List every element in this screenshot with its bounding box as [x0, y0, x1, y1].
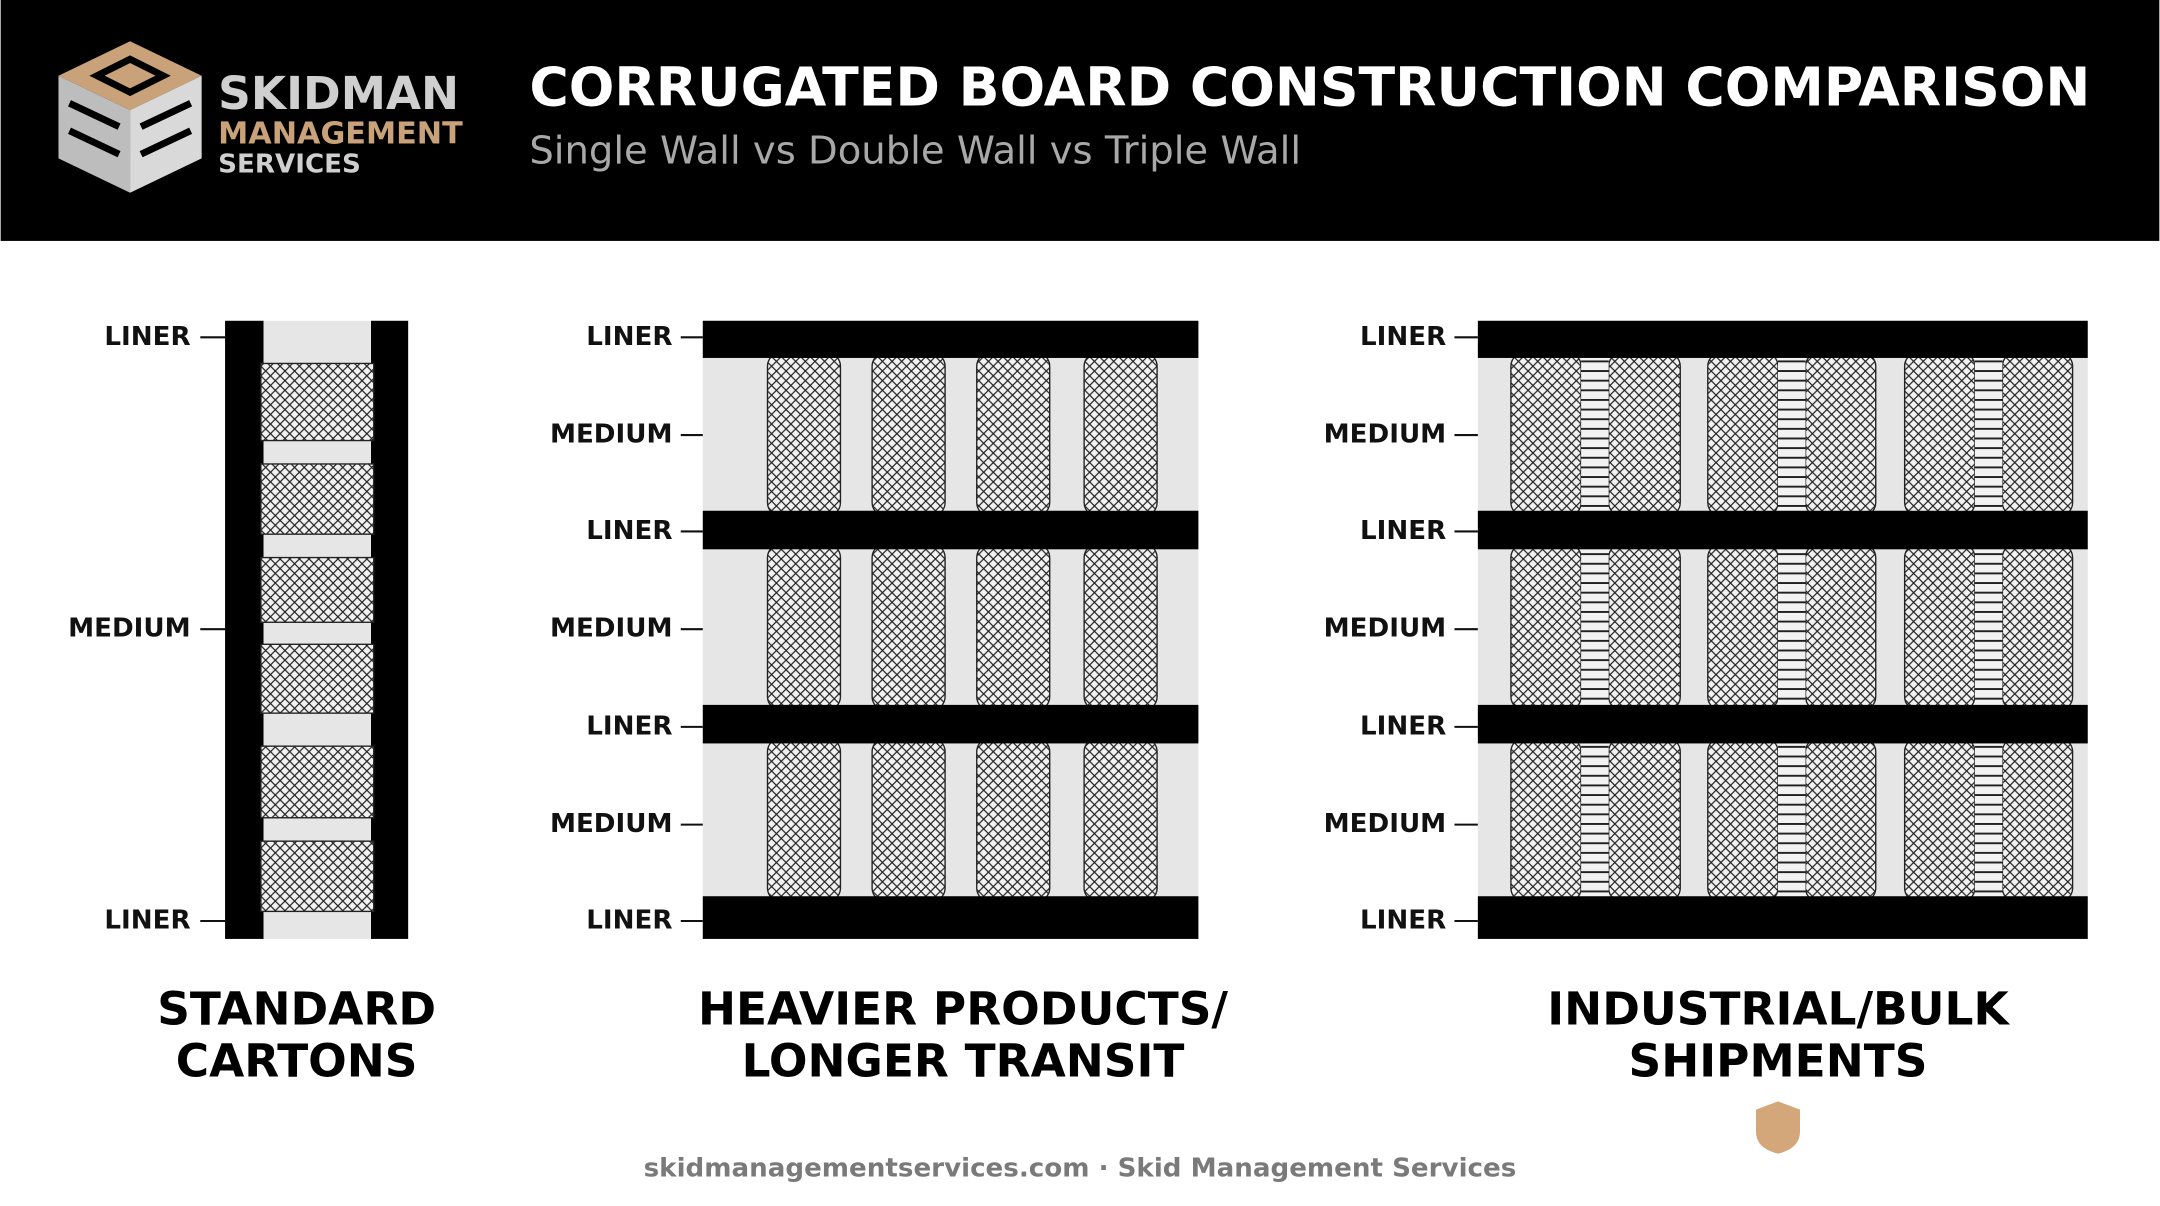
layer-label: LINER [104, 906, 190, 936]
flute [2001, 737, 2074, 903]
layer-label: MEDIUM [550, 420, 673, 450]
flute-ladder [1974, 357, 2003, 511]
layer-label: MEDIUM [68, 614, 191, 644]
flute [1804, 543, 1877, 712]
layer-label: LINER [586, 906, 672, 936]
liner [702, 896, 1199, 939]
flute [1607, 543, 1681, 712]
flute [976, 737, 1051, 903]
flute [260, 556, 375, 623]
layer-label: LINER [586, 711, 672, 741]
flute [976, 543, 1051, 712]
flute [2001, 351, 2074, 517]
caption: HEAVIER PRODUCTS/ [698, 982, 1228, 1035]
flute [260, 840, 375, 913]
layer-label: LINER [586, 516, 672, 546]
flute [260, 643, 375, 714]
logo-mark [58, 41, 202, 193]
flute-ladder [1974, 743, 2003, 897]
flute [1903, 543, 1976, 712]
flute [1510, 351, 1582, 517]
flute [1707, 543, 1779, 712]
header-bar [0, 0, 2160, 241]
flute [1804, 351, 1877, 517]
flute [766, 737, 842, 903]
caption: LONGER TRANSIT [742, 1035, 1185, 1088]
layer-label: MEDIUM [1324, 420, 1447, 450]
liner [1477, 510, 2088, 550]
flute [260, 745, 375, 819]
flute-ladder [1777, 743, 1806, 897]
layer-label: LINER [1360, 906, 1446, 936]
flute [1083, 543, 1158, 712]
flute [1510, 737, 1582, 903]
subtitle: Single Wall vs Double Wall vs Triple Wal… [529, 128, 1301, 173]
flute [976, 351, 1051, 517]
layer-label: LINER [104, 322, 190, 352]
title: CORRUGATED BOARD CONSTRUCTION COMPARISON [529, 56, 2090, 119]
layer-label: LINER [1360, 516, 1446, 546]
flute [1903, 737, 1976, 903]
liner [1477, 704, 2088, 744]
caption: CARTONS [176, 1035, 418, 1088]
flute [871, 737, 946, 903]
flute [871, 351, 946, 517]
flute-ladder [1581, 549, 1609, 705]
flute-ladder [1974, 549, 2003, 705]
flute [871, 543, 946, 712]
layer-label: MEDIUM [1324, 614, 1447, 644]
layer-label: MEDIUM [550, 614, 673, 644]
caption: STANDARD [157, 982, 436, 1035]
logo-text: SKIDMAN [218, 67, 459, 120]
liner [1477, 896, 2088, 939]
flute [1510, 543, 1582, 712]
layer-label: LINER [1360, 711, 1446, 741]
logo-text: MANAGEMENT [218, 116, 463, 151]
layer-label: LINER [1360, 322, 1446, 352]
flute [1083, 351, 1158, 517]
shield-icon [1755, 1101, 1801, 1154]
flute [766, 351, 842, 517]
flute [766, 543, 842, 712]
liner [702, 320, 1199, 358]
flute [1804, 737, 1877, 903]
caption: SHIPMENTS [1629, 1035, 1928, 1088]
flute [260, 463, 375, 535]
flute [1083, 737, 1158, 903]
flute [1903, 351, 1976, 517]
liner [1477, 320, 2088, 358]
caption: INDUSTRIAL/BULK [1547, 982, 2010, 1035]
liner [702, 510, 1199, 550]
flute [1607, 351, 1681, 517]
layer-label: MEDIUM [1324, 809, 1447, 839]
flute [2001, 543, 2074, 712]
layer-label: MEDIUM [550, 809, 673, 839]
footer: skidmanagementservices.com · Skid Manage… [644, 1153, 1517, 1183]
layer-label: LINER [586, 322, 672, 352]
liner [370, 320, 409, 939]
flute [1707, 737, 1779, 903]
liner [702, 704, 1199, 744]
flute-ladder [1581, 743, 1609, 897]
liner [225, 320, 264, 939]
flute [260, 362, 375, 442]
flute-ladder [1581, 357, 1609, 511]
logo-text: SERVICES [218, 150, 361, 180]
flute-ladder [1777, 357, 1806, 511]
flute-ladder [1777, 549, 1806, 705]
flute [1707, 351, 1779, 517]
flute [1607, 737, 1681, 903]
